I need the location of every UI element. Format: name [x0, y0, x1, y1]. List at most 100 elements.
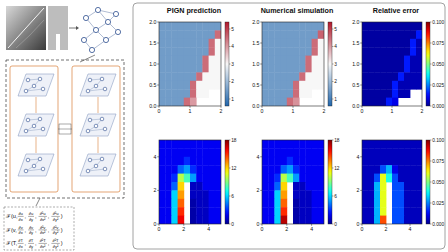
- heatmap-cell: [374, 47, 380, 56]
- heatmap-cell: [215, 39, 221, 48]
- heatmap-cell: [281, 30, 288, 39]
- heatmap-cell: [410, 30, 416, 39]
- heatmap-cell: [274, 64, 281, 73]
- heatmap-cell: [299, 199, 306, 208]
- heatmap-cell: [392, 182, 398, 191]
- heatmap-cell: [274, 207, 281, 216]
- heatmap-cell: [416, 148, 422, 157]
- heatmap-cell: [262, 165, 269, 174]
- heatmap-cell: [404, 182, 410, 191]
- heatmap-cell: [404, 89, 410, 98]
- heatmap-cells: [159, 140, 221, 224]
- results-frame: [133, 3, 445, 249]
- equation-text: ): [61, 213, 63, 219]
- heatmap-cell: [262, 56, 269, 65]
- heatmap-cell: [202, 56, 209, 65]
- y-tick-label: 0.5: [352, 82, 359, 88]
- heatmap-cell: [305, 72, 312, 81]
- heatmap-cell: [215, 72, 221, 81]
- heatmap-cell: [262, 174, 269, 183]
- heatmap-cell: [404, 207, 410, 216]
- heatmap-cell: [293, 207, 300, 216]
- colorbar-tick-label: 0.000: [432, 222, 444, 227]
- heatmap-cell: [202, 81, 209, 90]
- heatmap-cell: [274, 199, 281, 208]
- y-tick: [157, 64, 159, 65]
- heatmap-cell: [374, 140, 380, 149]
- heatmap-cell: [293, 64, 300, 73]
- heatmap-cell: [305, 39, 312, 48]
- heatmap-cell: [392, 148, 398, 157]
- heatmap-cell: [398, 64, 404, 73]
- heatmap-cell: [380, 207, 386, 216]
- heatmap-cell: [305, 190, 312, 199]
- column-title: Numerical simulation: [261, 6, 334, 15]
- colorbar-tick-label: 0.100: [432, 20, 444, 25]
- graph-node: [103, 87, 107, 91]
- heatmap-cell: [380, 174, 386, 183]
- y-tick-label: 1.5: [352, 40, 359, 46]
- heatmap-cell: [392, 140, 398, 149]
- graph-layer: [80, 114, 116, 136]
- y-tick-label: 0: [154, 221, 157, 227]
- heatmap-cell: [299, 56, 306, 65]
- heatmap-cell: [165, 64, 172, 73]
- heatmap-cell: [274, 216, 281, 224]
- colorbar-tick-label: 0: [334, 222, 337, 227]
- heatmap-cell: [410, 182, 416, 191]
- y-tick-label: 0: [257, 221, 260, 227]
- heatmap-cell: [268, 81, 275, 90]
- heatmap-cell: [209, 165, 216, 174]
- heatmap-cell: [380, 190, 386, 199]
- heatmap-cell: [165, 216, 172, 224]
- heatmap-cell: [410, 47, 416, 56]
- heatmap-cell: [386, 39, 392, 48]
- heatmap-cell: [209, 81, 216, 90]
- heatmap-cell: [410, 199, 416, 208]
- heatmap-cell: [299, 157, 306, 166]
- heatmap-cell: [287, 39, 294, 48]
- heatmap-cell: [196, 182, 203, 191]
- heatmap-cell: [196, 72, 203, 81]
- heatmap-cell: [368, 165, 374, 174]
- heatmap-cell: [305, 47, 312, 56]
- heatmap-cell: [362, 72, 368, 81]
- heatmap-cell: [178, 216, 185, 224]
- heatmap-cell: [202, 216, 209, 224]
- x-tick-label: 1: [391, 108, 394, 114]
- heatmap-cell: [281, 199, 288, 208]
- heatmap-cell: [398, 30, 404, 39]
- heatmap-cell: [404, 165, 410, 174]
- heatmap-cell: [392, 216, 398, 224]
- colorbar-tick-label: 4: [334, 44, 337, 49]
- heatmap-cell: [287, 140, 294, 149]
- heatmap-cell: [281, 72, 288, 81]
- heatmap-cell: [274, 190, 281, 199]
- colorbar-tick-label: 0.050: [432, 180, 444, 185]
- heatmap-cell: [312, 22, 319, 31]
- heatmap-cell: [184, 56, 191, 65]
- heatmap-cell: [299, 165, 306, 174]
- y-tick: [360, 156, 362, 157]
- heatmap-cell: [404, 190, 410, 199]
- y-tick-label: 0.0: [352, 103, 359, 109]
- x-tick-label: 0: [158, 226, 161, 232]
- heatmap-cell: [274, 182, 281, 191]
- heatmap-cell: [410, 56, 416, 65]
- heatmap-cell: [410, 148, 416, 157]
- heatmap-cell: [374, 89, 380, 98]
- heatmap-cell: [293, 30, 300, 39]
- x-tick-label: 1: [292, 108, 295, 114]
- heatmap-cell: [416, 64, 422, 73]
- y-tick: [360, 106, 362, 107]
- heatmap-cell: [287, 72, 294, 81]
- heatmap-cell: [159, 47, 166, 56]
- heatmap-cell: [281, 182, 288, 191]
- x-tick-label: 0: [361, 226, 364, 232]
- heatmap-cell: [287, 157, 294, 166]
- heatmap-cell: [392, 30, 398, 39]
- y-tick-label: 1.5: [149, 40, 156, 46]
- graph-node: [38, 77, 42, 81]
- graph-node: [103, 127, 107, 131]
- y-tick: [360, 43, 362, 44]
